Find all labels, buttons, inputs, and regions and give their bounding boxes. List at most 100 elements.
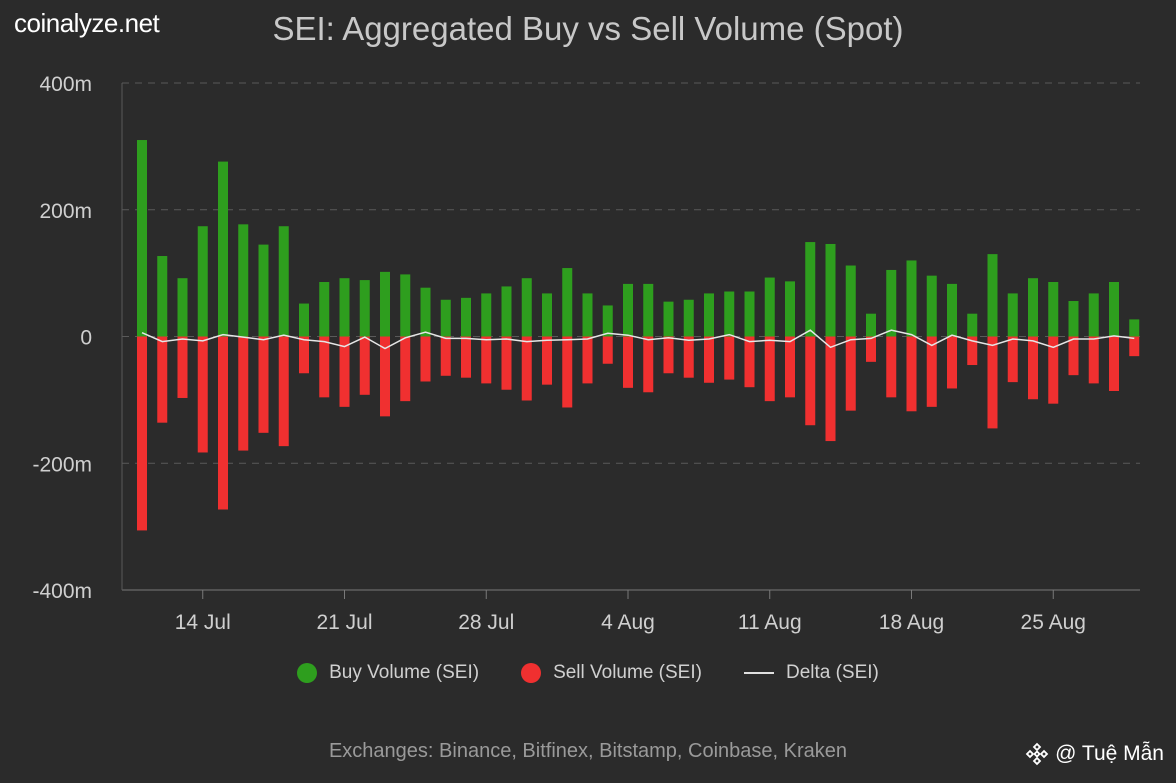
buy-bar <box>967 313 978 337</box>
buy-bar <box>987 254 998 337</box>
buy-bar <box>906 260 917 337</box>
sell-bar <box>400 336 411 402</box>
sell-bar <box>724 336 735 380</box>
buy-bar <box>339 278 350 337</box>
sell-bar <box>157 336 168 423</box>
buy-bar <box>501 286 512 337</box>
sell-bar <box>926 336 937 407</box>
buy-bar <box>400 274 411 337</box>
buy-bar <box>359 280 370 337</box>
sell-bar <box>218 336 228 510</box>
sell-bar <box>299 336 309 374</box>
sell-bar <box>1068 336 1079 376</box>
watermark-text: @ Tuệ Mẫn <box>1055 742 1164 765</box>
buy-bar <box>440 299 451 337</box>
buy-bar <box>926 275 937 337</box>
legend-swatch-delta <box>743 672 774 674</box>
sell-bar <box>805 336 816 426</box>
buy-bar <box>420 287 431 337</box>
sell-bar <box>947 336 957 389</box>
chart-title: SEI: Aggregated Buy vs Sell Volume (Spot… <box>272 10 904 47</box>
buy-bar <box>582 293 593 337</box>
buy-bar <box>805 242 816 337</box>
buy-bar <box>319 281 330 337</box>
sell-bar <box>542 336 552 385</box>
buy-bar <box>238 224 249 337</box>
y-tick-label: -200m <box>32 453 92 476</box>
buy-bar <box>1048 281 1059 337</box>
buy-bar <box>278 226 289 337</box>
legend-swatch-buy <box>297 663 318 683</box>
sell-bar <box>906 336 917 412</box>
x-tick-label: 11 Aug <box>738 611 802 634</box>
buy-bar <box>1129 319 1140 337</box>
sell-bar <box>258 336 269 433</box>
sell-bar <box>1109 336 1119 392</box>
sell-bar <box>501 336 512 390</box>
buy-bar <box>744 291 755 337</box>
x-tick-label: 25 Aug <box>1021 611 1086 634</box>
buy-bar <box>1109 281 1119 337</box>
buy-bar <box>521 278 532 337</box>
sell-bar <box>339 336 350 407</box>
sell-bar <box>1028 336 1038 400</box>
sell-bar <box>359 336 370 395</box>
legend: Buy Volume (SEI) Sell Volume (SEI) Delta… <box>0 662 1176 684</box>
buy-bar <box>137 140 147 337</box>
sell-bar <box>1048 336 1059 404</box>
sell-bar <box>319 336 330 398</box>
buy-bar <box>602 305 613 337</box>
buy-bar <box>683 299 694 337</box>
sell-bar <box>562 336 573 408</box>
sell-bar <box>238 336 249 451</box>
legend-item-delta[interactable]: Delta (SEI) <box>743 662 879 684</box>
buy-bar <box>299 303 309 337</box>
sell-bar <box>845 336 856 411</box>
y-tick-label: 200m <box>39 200 92 223</box>
sell-bar <box>278 336 289 447</box>
legend-item-sell[interactable]: Sell Volume (SEI) <box>521 662 702 684</box>
buy-bar <box>785 281 795 337</box>
buy-bar <box>461 297 471 337</box>
buy-bar <box>1068 301 1079 337</box>
x-tick-label: 4 Aug <box>601 611 655 634</box>
sell-bar <box>764 336 775 402</box>
sell-bar <box>744 336 755 388</box>
buy-bar <box>562 268 573 337</box>
sell-bar <box>582 336 593 384</box>
buy-bar <box>643 283 654 337</box>
buy-bar <box>177 278 188 337</box>
delta-line <box>141 329 1135 350</box>
buy-bar <box>1007 293 1018 337</box>
sell-bar <box>137 336 147 531</box>
sell-bar <box>987 336 998 429</box>
sell-bar <box>886 336 897 398</box>
y-tick-label: -400m <box>32 580 92 603</box>
sell-bar <box>785 336 795 398</box>
buy-bar <box>947 283 957 337</box>
legend-item-buy[interactable]: Buy Volume (SEI) <box>297 662 479 684</box>
buy-bar <box>157 256 168 337</box>
x-tick-label: 28 Jul <box>458 611 514 634</box>
sell-bar <box>825 336 836 442</box>
sell-bar <box>1129 336 1140 357</box>
sell-bar <box>623 336 633 388</box>
buy-bar <box>724 291 735 337</box>
sell-bar <box>461 336 471 378</box>
sell-bar <box>866 336 876 362</box>
buy-bar <box>218 161 228 337</box>
buy-bar <box>1088 293 1099 337</box>
sell-bar <box>521 336 532 401</box>
sell-bar <box>1007 336 1018 383</box>
buy-bar <box>542 293 552 337</box>
legend-label-buy: Buy Volume (SEI) <box>329 662 480 683</box>
x-tick-label: 14 Jul <box>175 611 231 634</box>
sell-bar <box>643 336 654 393</box>
buy-bar <box>380 271 390 337</box>
exchanges-footer: Exchanges: Binance, Bitfinex, Bitstamp, … <box>328 740 848 762</box>
watermark: @ Tuệ Mẫn <box>1025 742 1164 766</box>
buy-bar <box>481 293 492 337</box>
buy-bar <box>197 226 208 337</box>
buy-bar <box>764 277 775 337</box>
